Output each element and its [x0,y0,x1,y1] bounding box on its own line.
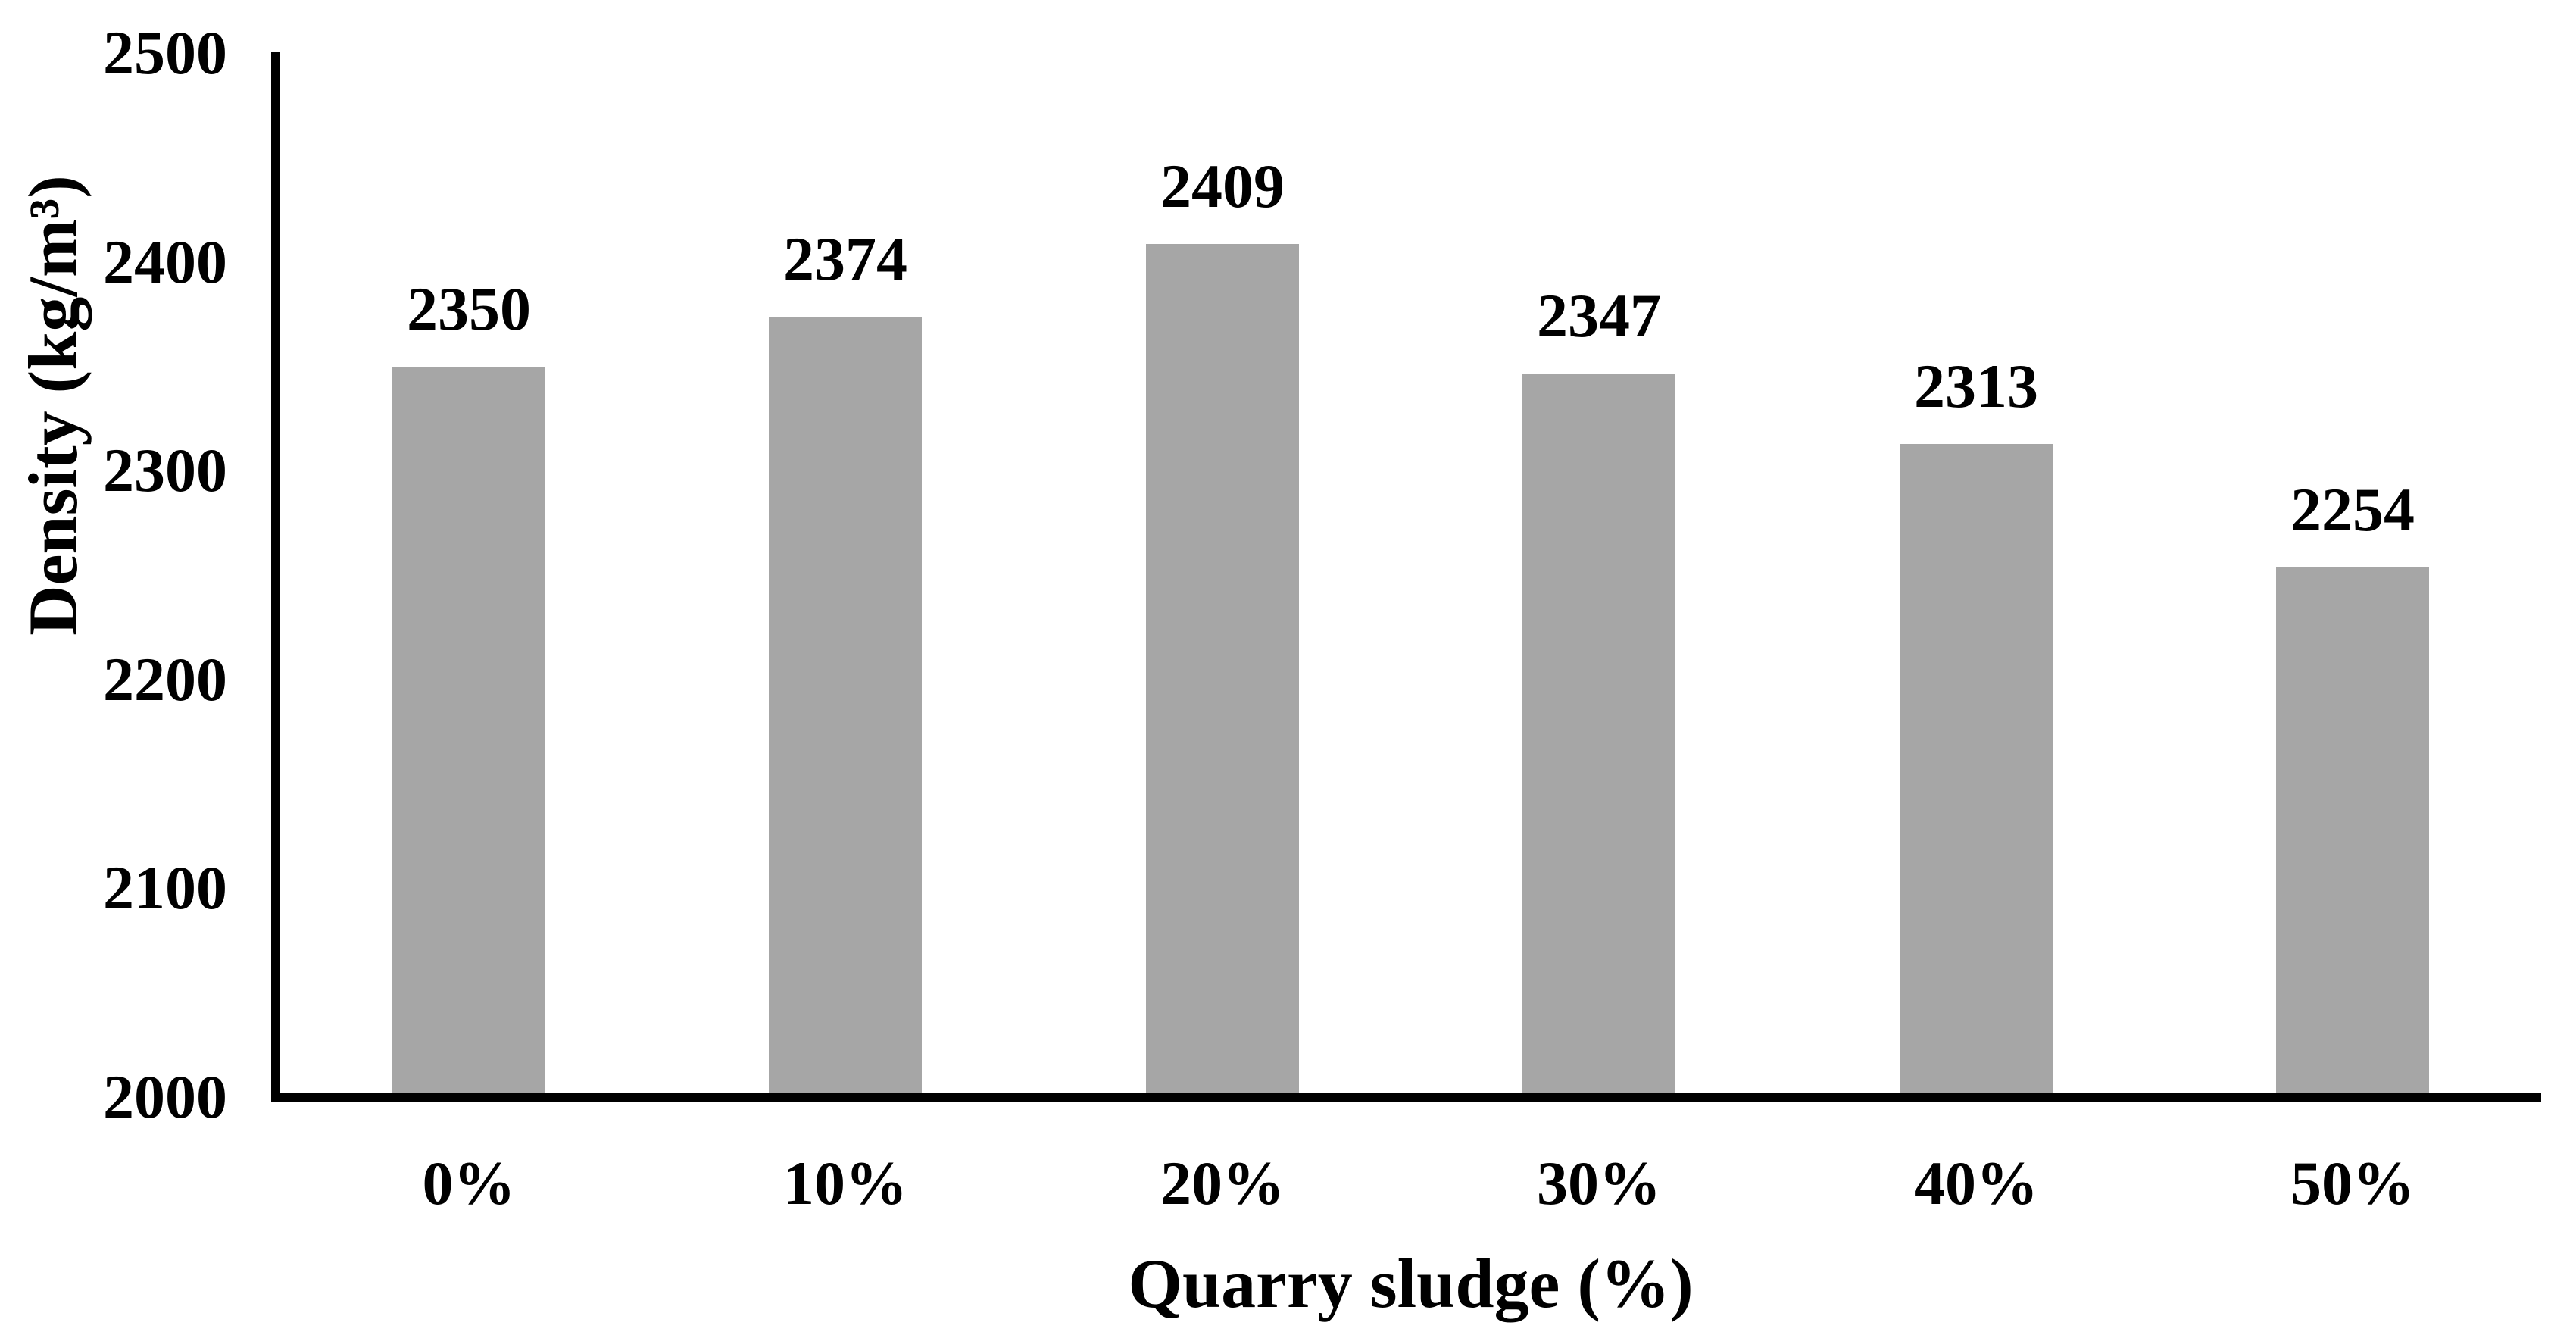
y-tick-label: 2000 [103,1062,227,1131]
bar-30% [1522,374,1675,1099]
y-tick-label: 2400 [103,227,227,296]
bar-value-label: 2350 [407,274,531,343]
y-tick-label: 2100 [103,853,227,923]
x-axis-line [271,1093,2541,1102]
bar-value-label: 2254 [2290,475,2415,544]
bar-0% [392,367,545,1099]
bar-20% [1146,244,1299,1099]
x-tick-label: 10% [783,1149,907,1218]
bar-value-label: 2409 [1160,152,1285,220]
x-tick-label: 40% [1914,1149,2038,1218]
y-tick-label: 2200 [103,644,227,714]
bar-50% [2276,567,2429,1099]
bar-value-label: 2374 [783,224,907,293]
bar-value-label: 2347 [1537,281,1661,350]
y-tick-label: 2300 [103,436,227,505]
bar-10% [769,317,922,1099]
y-axis-line [271,52,280,1102]
x-tick-label: 50% [2290,1149,2415,1218]
x-tick-label: 20% [1160,1149,1285,1218]
x-tick-label: 0% [422,1149,516,1218]
bar-40% [1900,444,2053,1099]
x-tick-label: 30% [1537,1149,1661,1218]
y-tick-label: 2500 [103,18,227,87]
x-axis-title: Quarry sludge (%) [1128,1245,1694,1322]
bar-value-label: 2313 [1914,352,2038,420]
